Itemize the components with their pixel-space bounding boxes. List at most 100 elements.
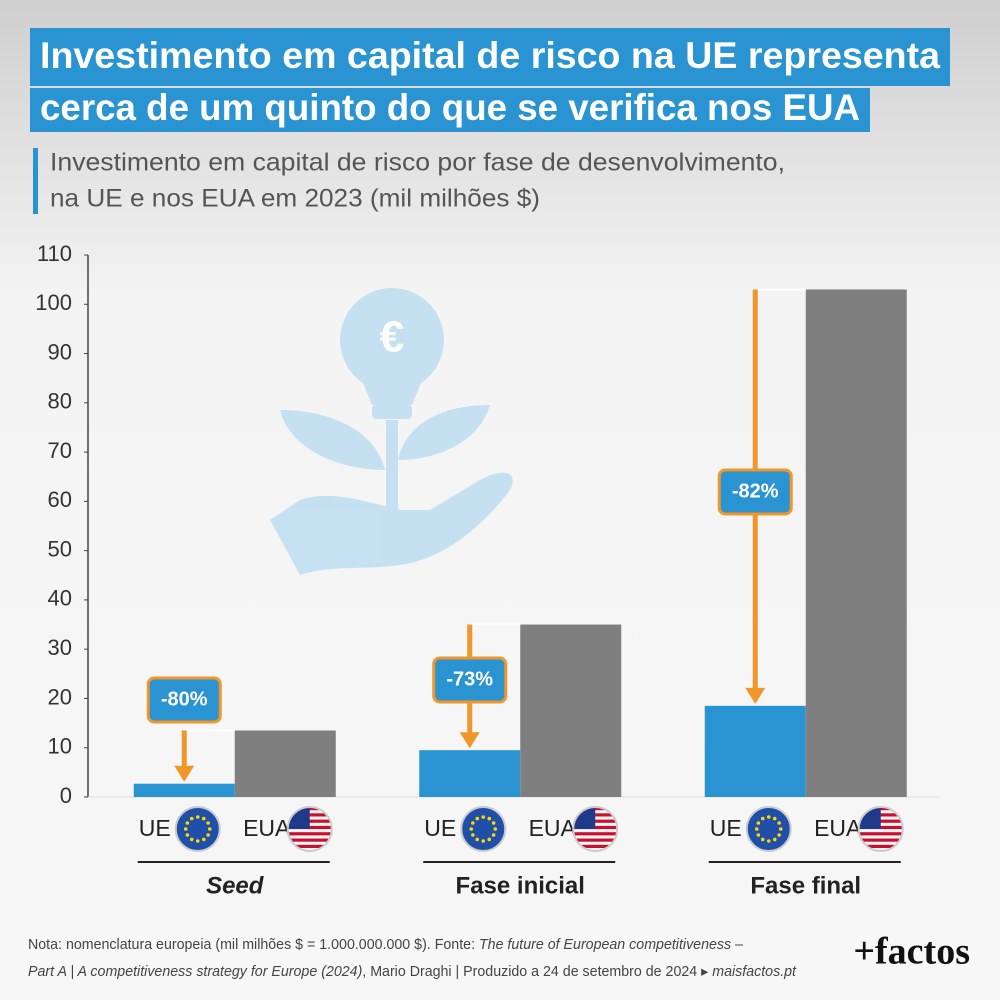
y-tick-label: 0: [60, 783, 72, 808]
flag-star: [471, 821, 475, 825]
flag-star: [760, 837, 765, 842]
flag-stripe: [287, 838, 332, 842]
flag-star: [491, 833, 496, 837]
series-label: UE: [710, 815, 742, 841]
series-label: EUA: [529, 815, 577, 841]
annotation: -82%: [732, 480, 779, 502]
chart-title: cerca de um quinto do que se verifica no…: [40, 87, 860, 128]
icon-symbol: €: [380, 313, 404, 362]
flag-eu: [745, 806, 792, 852]
flag-star: [777, 833, 781, 837]
flag-stripe: [573, 844, 618, 848]
y-tick-label: 70: [48, 438, 72, 463]
flag-star: [185, 833, 190, 837]
bar: [805, 289, 907, 797]
y-tick-label: 90: [48, 339, 72, 364]
flag-star: [777, 821, 781, 825]
flag-stripe: [858, 832, 903, 836]
annotation-box: [146, 676, 222, 724]
arrow-head: [459, 732, 480, 749]
flag-star: [481, 815, 486, 819]
footnote-part: , Mario Draghi | Produzido a 24 de setem…: [362, 964, 712, 980]
footnote-part: Part A | A competitiveness strategy for …: [28, 964, 362, 980]
logo: +factos: [853, 931, 970, 973]
flag-star: [206, 833, 210, 837]
bar: [520, 624, 622, 797]
flag-star: [201, 837, 206, 842]
flag-star: [195, 815, 200, 819]
series-label: EUA: [814, 815, 862, 841]
flag-star: [471, 833, 475, 837]
bar: [704, 705, 806, 797]
flag-star: [778, 827, 783, 831]
flag-star: [766, 839, 771, 843]
flag-star: [189, 816, 194, 821]
flag-star: [487, 837, 492, 842]
flag-star: [754, 827, 759, 831]
flag-star: [475, 816, 480, 821]
flag-stripe: [573, 838, 618, 842]
icon: €: [270, 288, 513, 575]
annotation: -80%: [161, 688, 208, 710]
flag-star: [207, 827, 212, 831]
title-box: [30, 88, 870, 132]
flag-stripe: [287, 832, 332, 836]
footnote-part: Nota: nomenclatura europeia (mil milhões…: [28, 937, 479, 953]
flag-star: [201, 816, 206, 821]
x-tick-label: Fase inicial: [456, 872, 585, 899]
flag-ring: [286, 806, 333, 852]
flag-star: [772, 816, 777, 821]
flag-star: [195, 839, 200, 843]
annotation-box: [717, 468, 793, 516]
annotation-box: [432, 656, 508, 704]
flag-stripe: [858, 844, 903, 848]
flag-star: [756, 821, 761, 825]
flag-eu: [460, 806, 507, 852]
flag-stripe: [573, 832, 618, 836]
flag-star: [183, 827, 188, 831]
flag-star: [493, 827, 498, 831]
footnote-part: maisfactos.pt: [712, 964, 797, 980]
flag-star: [189, 837, 194, 842]
flag-stripe: [287, 844, 332, 848]
flag-disc: [460, 806, 507, 852]
footnote: Part A | A competitiveness strategy for …: [28, 964, 797, 980]
flag-stripe: [858, 838, 903, 842]
flag-star: [185, 821, 190, 825]
subtitle: Investimento em capital de risco por fas…: [50, 149, 785, 177]
series-label: UE: [424, 815, 456, 841]
footnote: Nota: nomenclatura europeia (mil milhões…: [28, 937, 744, 953]
bar: [234, 730, 336, 797]
footnote-part: The future of European competitiveness –: [479, 937, 744, 953]
flag-ring: [857, 806, 904, 852]
flag-star: [487, 816, 492, 821]
y-tick-label: 80: [48, 389, 72, 414]
x-tick-label: Seed: [206, 872, 265, 899]
subtitle: na UE e nos EUA em 2023 (mil milhões $): [50, 185, 540, 213]
flag-star: [475, 837, 480, 842]
flag-eu: [174, 806, 221, 852]
y-tick-label: 30: [48, 635, 72, 660]
flag-star: [760, 816, 765, 821]
flag-disc: [745, 806, 792, 852]
arrow-head: [174, 765, 195, 782]
flag-star: [469, 827, 474, 831]
y-tick-label: 60: [48, 487, 72, 512]
flag-star: [491, 821, 496, 825]
annotation: -73%: [446, 668, 493, 690]
y-tick-label: 100: [35, 290, 72, 315]
flag-star: [481, 839, 486, 843]
subtitle-bar: [33, 148, 38, 214]
bar: [419, 750, 521, 797]
y-tick-label: 10: [48, 734, 72, 759]
flag-ring: [572, 806, 619, 852]
y-tick-label: 20: [48, 684, 72, 709]
flag-star: [766, 815, 771, 819]
series-label: UE: [139, 815, 171, 841]
flag-star: [206, 821, 210, 825]
x-tick-label: Fase final: [750, 872, 861, 899]
y-tick-label: 50: [48, 536, 72, 561]
flag-star: [772, 837, 777, 842]
arrow-head: [745, 687, 766, 704]
